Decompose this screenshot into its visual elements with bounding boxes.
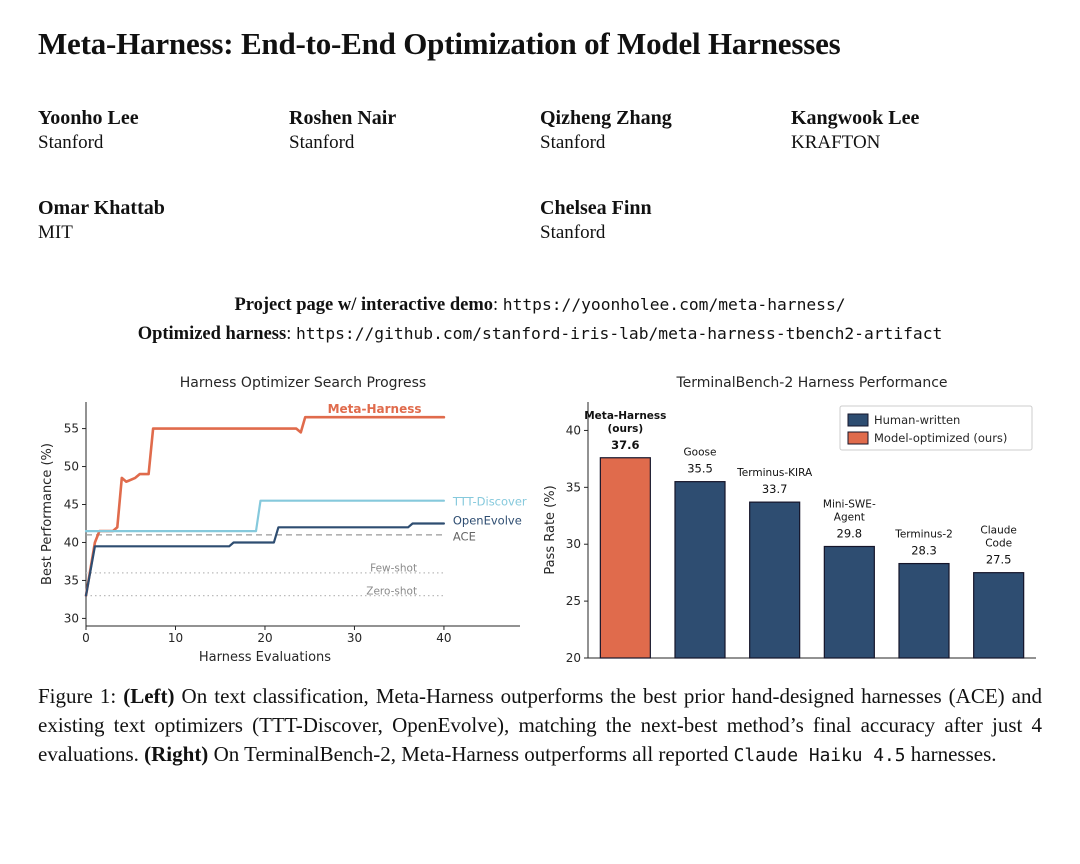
author-block: Yoonho Lee Stanford	[38, 106, 289, 155]
y-tick-label: 30	[64, 612, 79, 626]
series-label: TTT-Discover	[452, 495, 527, 509]
bar-value-label: 29.8	[837, 527, 863, 541]
caption-segment: (Right)	[144, 741, 209, 766]
y-tick-label: 40	[566, 424, 581, 438]
y-tick-label: 35	[566, 481, 581, 495]
y-tick-label: 30	[566, 538, 581, 552]
series-label: Meta-Harness	[328, 402, 422, 416]
x-tick-label: 10	[168, 631, 183, 645]
x-axis-label: Harness Evaluations	[199, 650, 331, 665]
paper-title: Meta-Harness: End-to-End Optimization of…	[38, 26, 841, 61]
bar-claudecode	[973, 572, 1025, 660]
author-affiliation: KRAFTON	[791, 131, 881, 153]
y-tick-label: 40	[64, 536, 79, 550]
caption-segment: On text classification, Meta-Harness out…	[38, 684, 1042, 766]
bar-name-label: Goose	[684, 447, 717, 459]
author-block: Omar Khattab MIT	[38, 196, 289, 245]
line-chart-search-progress: Harness Optimizer Search Progress 30 35 40 4…	[40, 375, 527, 665]
author-name: Omar Khattab	[38, 197, 165, 220]
y-tick-label: 35	[64, 574, 79, 588]
bar-goose	[674, 481, 726, 660]
bar-name-label: Agent	[834, 512, 865, 524]
link-line: Project page w/ interactive demo: https:…	[38, 291, 1042, 320]
bar-name-label: Meta-Harness	[584, 410, 666, 422]
author-name: Chelsea Finn	[540, 197, 652, 220]
y-axis-label: Pass Rate (%)	[543, 486, 558, 575]
chart-title: Harness Optimizer Search Progress	[180, 375, 426, 391]
bar-value-label: 27.5	[986, 553, 1012, 567]
bar-name-label: Terminus-KIRA	[736, 468, 813, 480]
figure-caption: Figure 1: (Left) On text classification,…	[38, 682, 1042, 768]
link-colon: :	[493, 295, 503, 316]
legend-swatch	[847, 431, 869, 445]
y-tick-label: 45	[64, 498, 79, 512]
legend-label: Human-written	[874, 413, 960, 427]
bar-meta-harness-ours-	[599, 457, 651, 660]
link-url[interactable]: https://github.com/stanford-iris-lab/met…	[295, 323, 943, 343]
series-line-ttt-discover	[84, 500, 445, 533]
x-tick-label: 20	[257, 631, 272, 645]
author-name: Kangwook Lee	[791, 106, 920, 129]
chart-title: TerminalBench-2 Harness Performance	[675, 375, 947, 391]
bar-name-label: Claude	[980, 525, 1016, 537]
author-grid: Yoonho Lee Stanford Roshen Nair Stanford Qiz…	[38, 106, 1042, 246]
author-block: Qizheng Zhang Stanford	[540, 106, 791, 155]
x-tick-label: 30	[347, 631, 362, 645]
author-affiliation: Stanford	[540, 222, 606, 244]
caption-segment: harnesses.	[905, 741, 997, 766]
bar-name-label: Code	[985, 538, 1012, 550]
x-tick-label: 40	[436, 631, 451, 645]
bar-value-label: 35.5	[687, 462, 713, 476]
bar-value-label: 37.6	[611, 438, 639, 452]
caption-segment: Claude Haiku 4.5	[733, 744, 906, 766]
bar-mini-swe-agent	[823, 546, 875, 660]
author-block: Roshen Nair Stanford	[289, 106, 540, 155]
caption-segment: (Left)	[123, 684, 175, 709]
author-name: Roshen Nair	[289, 106, 397, 129]
y-tick-label: 50	[64, 460, 79, 474]
bar-name-label: Terminus-2	[894, 529, 953, 541]
bar-terminus-2	[898, 563, 950, 660]
bar-value-label: 33.7	[762, 483, 788, 497]
paper-page: Meta-Harness: End-to-End Optimization of…	[38, 26, 1042, 768]
x-tick-label: 0	[82, 631, 90, 645]
y-tick-label: 20	[566, 651, 581, 665]
y-tick-label: 25	[566, 595, 581, 609]
bar-terminus-kira	[749, 502, 801, 660]
legend-box	[839, 405, 1033, 451]
bar-chart-terminalbench: TerminalBench-2 Harness Performance 20 25 3…	[543, 375, 1036, 665]
links-block: Project page w/ interactive demo: https:…	[38, 291, 1042, 348]
legend-label: Model-optimized (ours)	[874, 431, 1007, 445]
author-affiliation: Stanford	[289, 131, 355, 153]
link-label: Optimized harness	[137, 323, 287, 344]
series-line-openevolve	[84, 522, 445, 598]
link-line: Optimized harness: https://github.com/st…	[38, 320, 1042, 349]
figure-row: Harness Optimizer Search Progress 30 35 40 4…	[38, 372, 1042, 674]
author-affiliation: Stanford	[38, 131, 104, 153]
author-block: Kangwook Lee KRAFTON	[791, 106, 1042, 155]
y-axis-label: Best Performance (%)	[40, 444, 55, 586]
author-block: Chelsea Finn Stanford	[540, 196, 791, 245]
caption-segment: On TerminalBench-2, Meta-Harness outperf…	[208, 741, 734, 766]
bar-value-label: 28.3	[911, 544, 937, 558]
author-affiliation: MIT	[38, 222, 73, 244]
ref-line-label: Zero-shot	[366, 586, 417, 598]
ref-line-label: ACE	[453, 530, 476, 544]
series-label: OpenEvolve	[453, 514, 522, 528]
author-affiliation: Stanford	[540, 131, 606, 153]
bar-name-label: (ours)	[607, 423, 643, 435]
link-colon: :	[286, 323, 296, 344]
author-name: Qizheng Zhang	[540, 106, 672, 129]
caption-segment: Figure 1:	[38, 684, 124, 709]
link-url[interactable]: https://yoonholee.com/meta-harness/	[502, 295, 846, 315]
link-label: Project page w/ interactive demo	[234, 295, 494, 316]
bar-name-label: Mini-SWE-	[823, 499, 876, 511]
y-tick-label: 55	[64, 422, 79, 436]
ref-line-label: Few-shot	[370, 563, 417, 575]
author-name: Yoonho Lee	[38, 106, 139, 129]
legend-swatch	[847, 413, 869, 427]
